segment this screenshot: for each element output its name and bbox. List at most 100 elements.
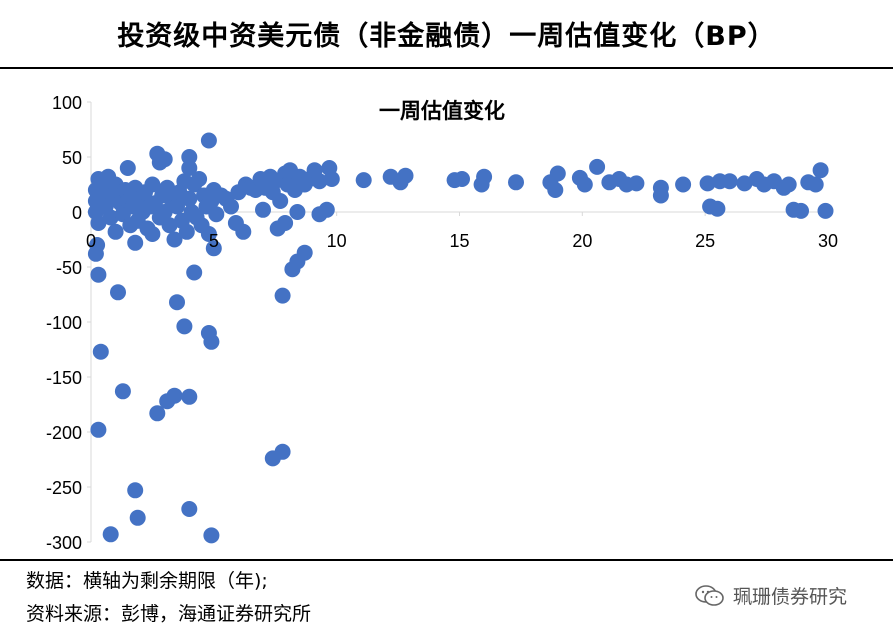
data-point <box>166 387 183 404</box>
data-point <box>318 201 335 218</box>
data-point <box>127 234 144 251</box>
data-point <box>549 165 566 182</box>
data-point <box>186 264 203 281</box>
data-point <box>454 171 470 187</box>
y-tick-label: 0 <box>72 203 82 223</box>
page-title: 投资级中资美元债（非金融债）一周估值变化（BP） <box>117 21 776 52</box>
data-point <box>208 206 225 223</box>
data-point <box>200 132 217 149</box>
x-tick-label: 15 <box>449 231 469 251</box>
x-tick-label: 25 <box>695 231 715 251</box>
data-point <box>812 162 829 179</box>
data-point <box>144 226 161 242</box>
data-point <box>110 284 126 301</box>
data-point <box>203 333 220 350</box>
x-tick-label: 10 <box>327 231 347 251</box>
data-point <box>92 343 109 360</box>
data-point <box>235 223 252 240</box>
y-tick-label: -250 <box>46 478 82 498</box>
data-point <box>223 198 239 215</box>
data-point <box>272 193 289 209</box>
data-point <box>323 171 340 187</box>
data-point <box>149 405 166 422</box>
y-tick-label: -100 <box>46 313 82 333</box>
y-tick-label: -300 <box>46 533 82 553</box>
data-point <box>793 202 809 219</box>
data-point <box>589 158 606 175</box>
data-point <box>205 240 222 257</box>
data-point <box>169 198 185 215</box>
data-point <box>144 176 161 193</box>
y-tick-label: -200 <box>46 423 82 443</box>
x-tick-label: 5 <box>209 231 219 251</box>
data-point <box>161 217 178 234</box>
x-tick-label: 0 <box>86 231 96 251</box>
x-tick-label: 20 <box>572 231 592 251</box>
data-point <box>547 182 564 198</box>
data-note: 数据：横轴为剩余期限（年); <box>26 570 268 592</box>
data-point <box>127 482 144 499</box>
data-point <box>181 160 198 176</box>
data-point <box>736 175 753 192</box>
data-point <box>274 443 291 460</box>
data-point <box>181 190 198 207</box>
data-point <box>817 202 834 219</box>
data-point <box>181 149 198 165</box>
data-point <box>178 223 195 240</box>
data-point <box>166 231 183 248</box>
bottom-divider <box>0 559 893 561</box>
data-point <box>114 383 131 400</box>
x-tick-label: 30 <box>818 231 838 251</box>
data-point <box>181 388 198 405</box>
data-point <box>289 204 306 220</box>
data-point <box>807 176 824 193</box>
data-point <box>311 173 328 190</box>
data-point <box>159 179 176 196</box>
data-point <box>277 215 294 231</box>
y-tick-label: 100 <box>52 93 82 113</box>
top-divider <box>0 67 893 69</box>
data-point <box>508 174 524 191</box>
data-point <box>203 527 220 544</box>
data-point <box>191 171 208 187</box>
source-note: 资料来源：彭博，海通证券研究所 <box>26 603 312 625</box>
data-point <box>89 237 106 253</box>
watermark: 珮珊债券研究 <box>695 582 847 609</box>
y-tick-label: -50 <box>56 258 82 278</box>
data-point <box>397 167 414 184</box>
chart-title: 一周估值变化 <box>379 99 505 123</box>
chart-points <box>87 132 834 544</box>
data-point <box>721 173 738 190</box>
data-point <box>274 287 291 304</box>
data-point <box>102 209 119 226</box>
data-point <box>709 200 726 217</box>
data-point <box>107 223 124 240</box>
data-point <box>255 201 271 218</box>
data-point <box>90 421 107 438</box>
chart-axes <box>87 101 829 543</box>
data-point <box>652 187 669 204</box>
watermark-text: 珮珊债券研究 <box>733 586 848 608</box>
data-point <box>296 244 313 261</box>
data-point <box>90 266 107 283</box>
data-point <box>355 172 372 189</box>
data-point <box>675 176 692 193</box>
data-point <box>90 215 107 231</box>
data-point <box>181 501 198 517</box>
data-point <box>576 176 593 193</box>
data-point <box>780 176 797 193</box>
wechat-icon <box>695 584 724 606</box>
data-point <box>699 175 716 192</box>
data-point <box>476 168 493 185</box>
data-point <box>169 294 185 311</box>
data-point <box>119 160 136 176</box>
data-point <box>156 151 173 168</box>
y-tick-label: -150 <box>46 368 82 388</box>
data-point <box>129 509 146 526</box>
y-tick-label: 50 <box>62 148 82 168</box>
data-point <box>102 526 119 543</box>
data-point <box>628 175 645 192</box>
data-point <box>176 318 193 335</box>
